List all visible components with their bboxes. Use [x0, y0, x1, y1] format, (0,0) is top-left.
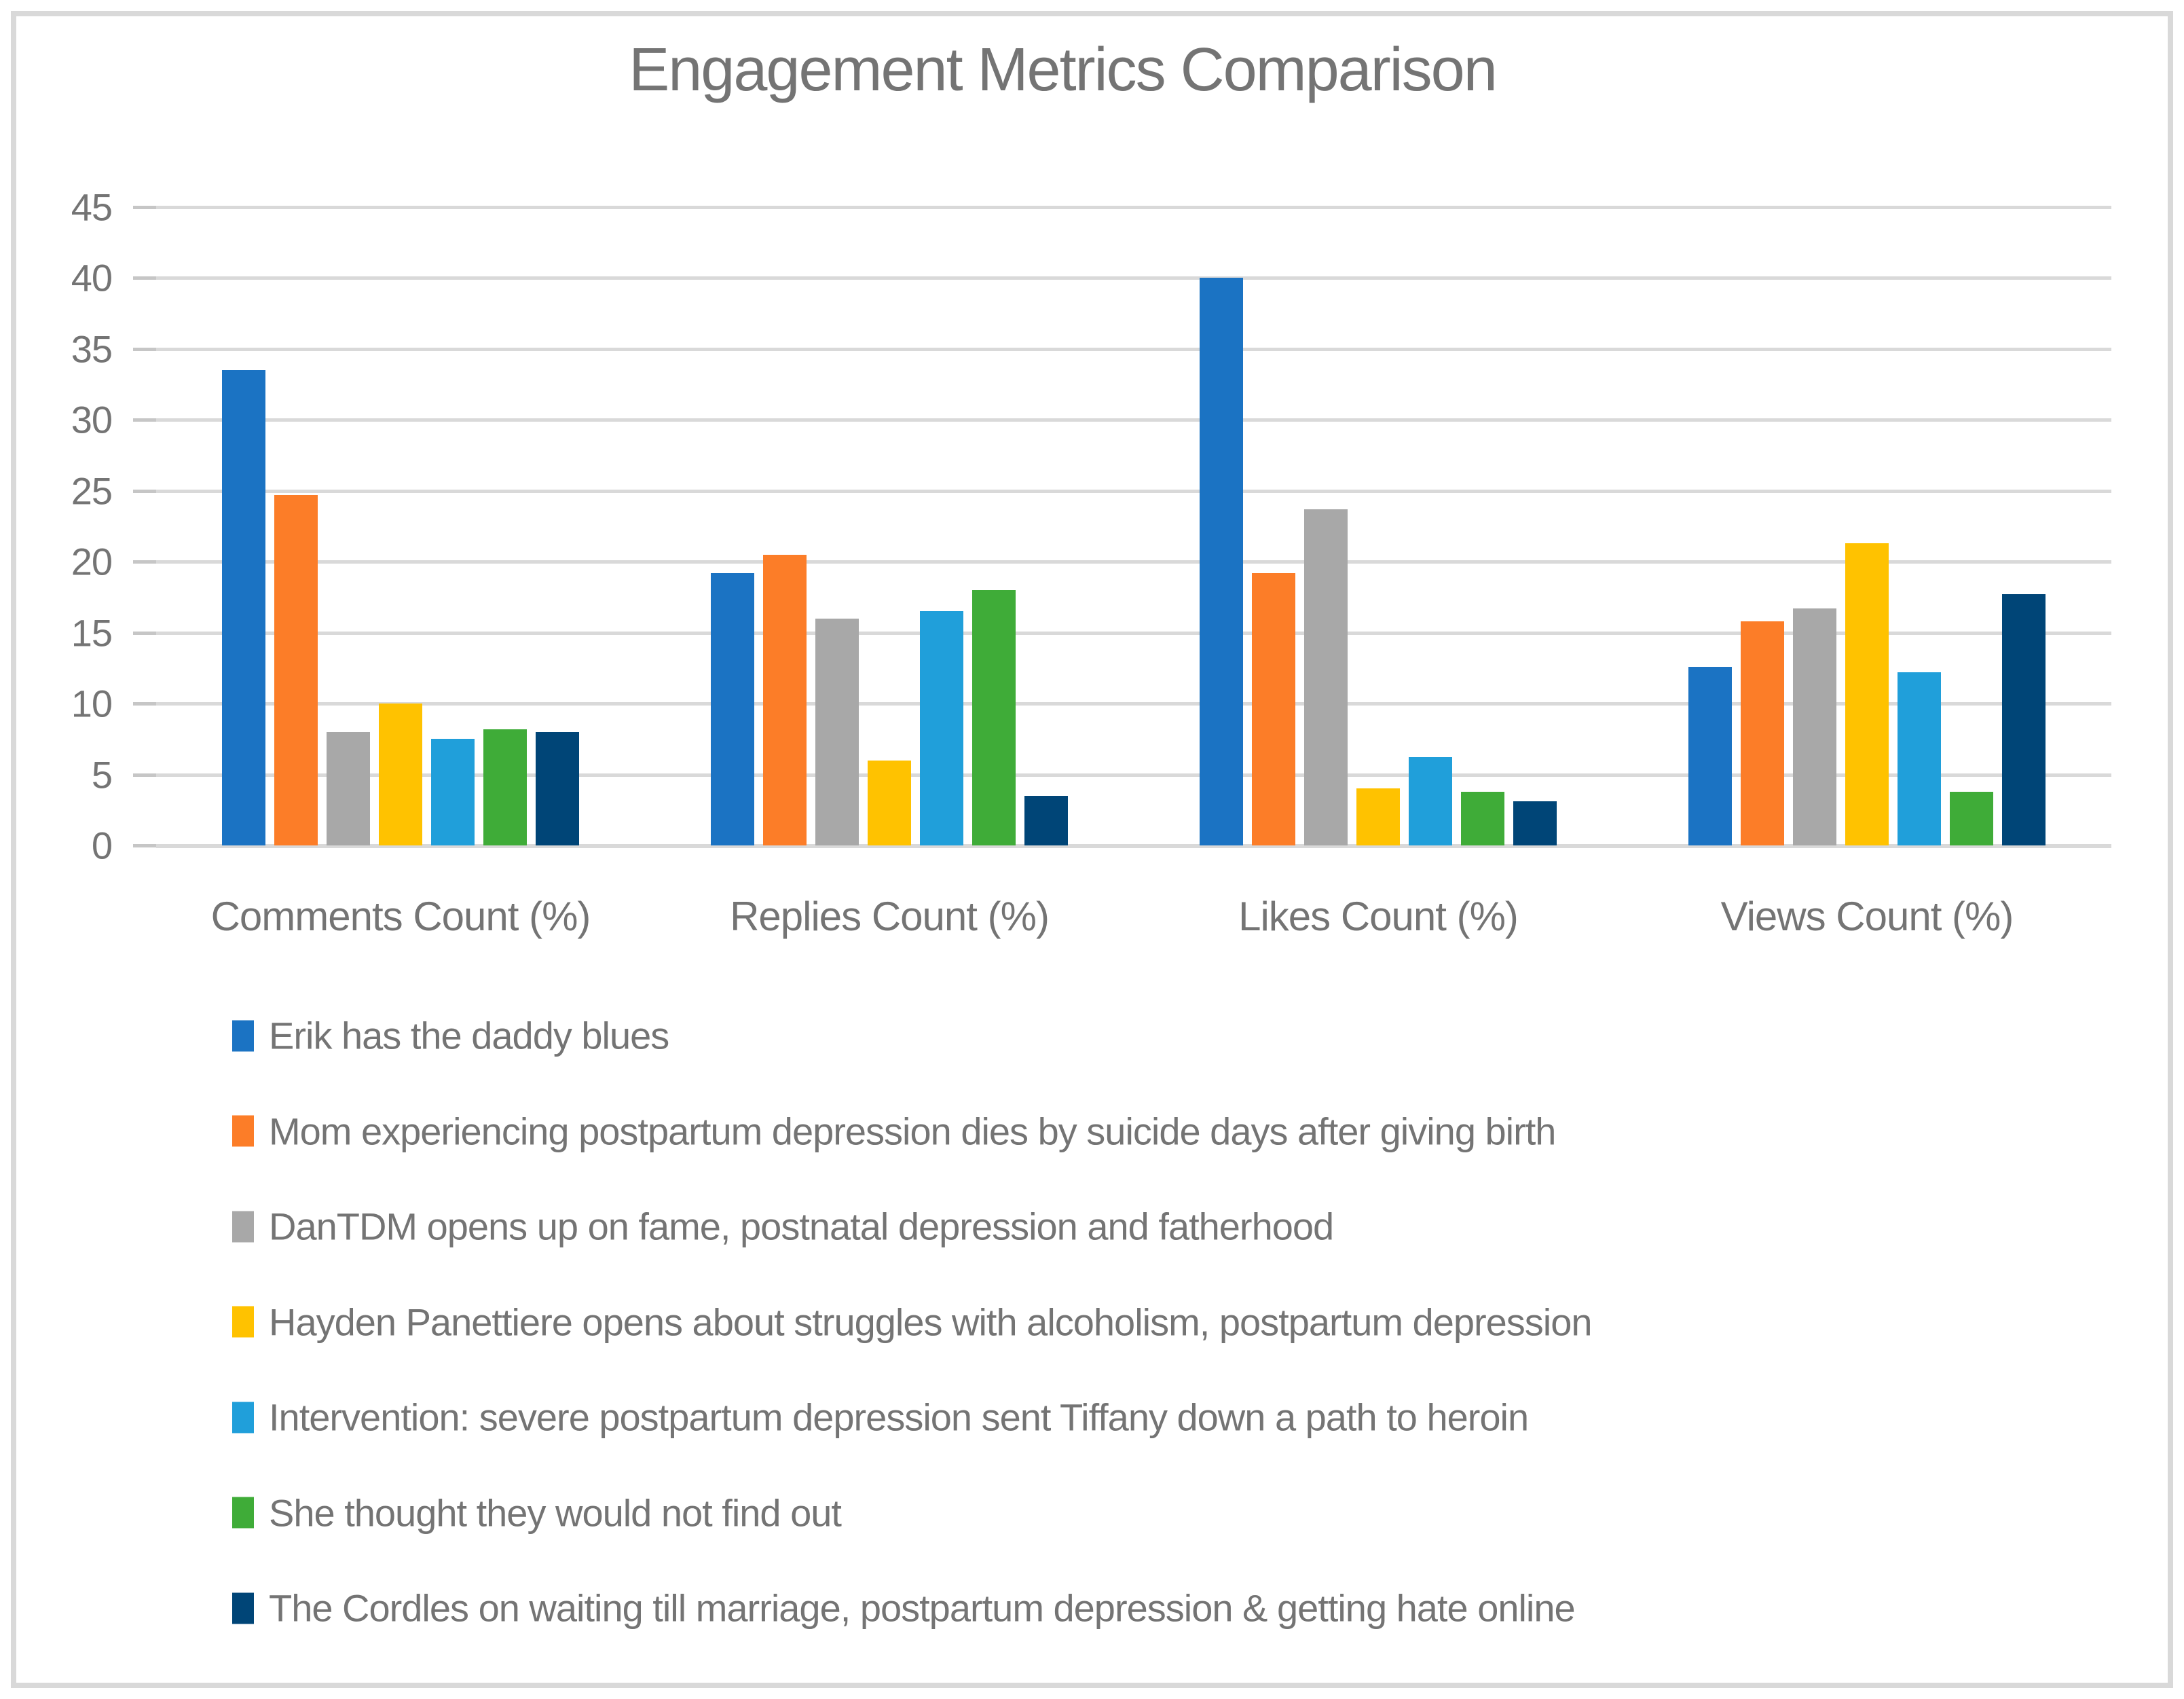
- legend-label: Hayden Panettiere opens about struggles …: [269, 1300, 1592, 1343]
- x-axis-label-4: Views Count (%): [1720, 894, 2014, 939]
- bar-series2-cat2: [763, 554, 807, 845]
- bar-series7-cat2: [1024, 795, 1068, 845]
- y-tick-mark-40: [133, 276, 156, 280]
- legend-item-1: Erik has the daddy blues: [232, 1014, 669, 1058]
- y-tick-mark-45: [133, 206, 156, 209]
- y-tick-label-45: 45: [71, 185, 113, 229]
- legend-item-3: DanTDM opens up on fame, postnatal depre…: [232, 1205, 1334, 1249]
- y-tick-mark-20: [133, 560, 156, 564]
- y-tick-mark-30: [133, 418, 156, 422]
- y-tick-label-25: 25: [71, 469, 113, 513]
- bar-series3-cat3: [1304, 509, 1348, 845]
- y-tick-label-40: 40: [71, 256, 113, 299]
- gridline-y-40: [156, 276, 2111, 280]
- legend-item-4: Hayden Panettiere opens about struggles …: [232, 1300, 1592, 1344]
- legend-marker-icon: [232, 1497, 254, 1529]
- legend-label: DanTDM opens up on fame, postnatal depre…: [269, 1205, 1334, 1248]
- y-tick-label-0: 0: [91, 824, 113, 867]
- bar-series2-cat1: [274, 495, 318, 845]
- legend-label: The Cordles on waiting till marriage, po…: [269, 1586, 1576, 1630]
- y-tick-label-30: 30: [71, 398, 113, 441]
- bar-series3-cat2: [815, 618, 859, 845]
- legend-marker-icon: [232, 1115, 254, 1147]
- bar-series2-cat3: [1252, 572, 1295, 845]
- bar-series1-cat1: [222, 370, 265, 845]
- bar-series4-cat4: [1845, 543, 1889, 845]
- legend-item-7: The Cordles on waiting till marriage, po…: [232, 1586, 1576, 1630]
- gridline-y-45: [156, 206, 2111, 209]
- gridline-y-15: [156, 631, 2111, 635]
- chart-outer-border: [11, 11, 2173, 1688]
- bar-series1-cat3: [1200, 278, 1243, 845]
- bar-series5-cat3: [1409, 757, 1452, 845]
- legend-marker-icon: [232, 1306, 254, 1338]
- y-tick-label-35: 35: [71, 327, 113, 371]
- legend-item-5: Intervention: severe postpartum depressi…: [232, 1395, 1529, 1440]
- gridline-y-25: [156, 489, 2111, 493]
- bar-series2-cat4: [1741, 621, 1784, 845]
- legend-label: Intervention: severe postpartum depressi…: [269, 1395, 1529, 1439]
- y-tick-mark-35: [133, 347, 156, 351]
- legend-marker-icon: [232, 1020, 254, 1051]
- bar-series5-cat4: [1898, 672, 1941, 845]
- bar-series7-cat1: [536, 731, 579, 845]
- x-axis-label-3: Likes Count (%): [1238, 894, 1519, 939]
- gridline-y-20: [156, 560, 2111, 564]
- y-tick-mark-15: [133, 631, 156, 635]
- bar-series4-cat3: [1356, 788, 1400, 845]
- y-tick-mark-25: [133, 489, 156, 493]
- gridline-y-35: [156, 347, 2111, 351]
- y-tick-label-20: 20: [71, 540, 113, 583]
- bar-series7-cat3: [1513, 801, 1557, 845]
- legend-label: Mom experiencing postpartum depression d…: [269, 1110, 1556, 1152]
- gridline-y-5: [156, 773, 2111, 777]
- bar-series4-cat1: [379, 704, 422, 845]
- y-tick-label-10: 10: [71, 682, 113, 725]
- bar-series6-cat3: [1461, 791, 1504, 845]
- y-tick-mark-10: [133, 702, 156, 706]
- legend-marker-icon: [232, 1592, 254, 1624]
- y-tick-mark-0: [133, 844, 156, 847]
- bar-series6-cat4: [1950, 791, 1993, 845]
- y-tick-label-15: 15: [71, 611, 113, 655]
- bar-series7-cat4: [2002, 594, 2046, 845]
- bar-series1-cat2: [711, 572, 754, 845]
- bar-series3-cat4: [1793, 608, 1836, 845]
- bar-series4-cat2: [868, 760, 911, 845]
- bar-series1-cat4: [1688, 666, 1732, 845]
- x-axis-label-2: Replies Count (%): [730, 894, 1050, 939]
- legend-label: Erik has the daddy blues: [269, 1014, 669, 1057]
- x-axis-label-1: Comments Count (%): [210, 894, 591, 939]
- y-tick-mark-5: [133, 773, 156, 777]
- gridline-y-10: [156, 702, 2111, 706]
- y-tick-label-5: 5: [91, 753, 113, 797]
- chart-title: Engagement Metrics Comparison: [629, 36, 1498, 104]
- legend-item-6: She thought they would not find out: [232, 1491, 842, 1535]
- legend-marker-icon: [232, 1402, 254, 1433]
- bar-series6-cat2: [972, 590, 1016, 845]
- gridline-y-30: [156, 418, 2111, 422]
- legend-item-2: Mom experiencing postpartum depression d…: [232, 1109, 1556, 1153]
- bar-series5-cat2: [920, 611, 963, 845]
- legend-marker-icon: [232, 1211, 254, 1242]
- legend-label: She thought they would not find out: [269, 1491, 842, 1534]
- bar-series5-cat1: [431, 739, 475, 845]
- x-axis-line: [156, 844, 2111, 848]
- bar-series6-cat1: [483, 729, 527, 845]
- bar-series3-cat1: [327, 731, 370, 845]
